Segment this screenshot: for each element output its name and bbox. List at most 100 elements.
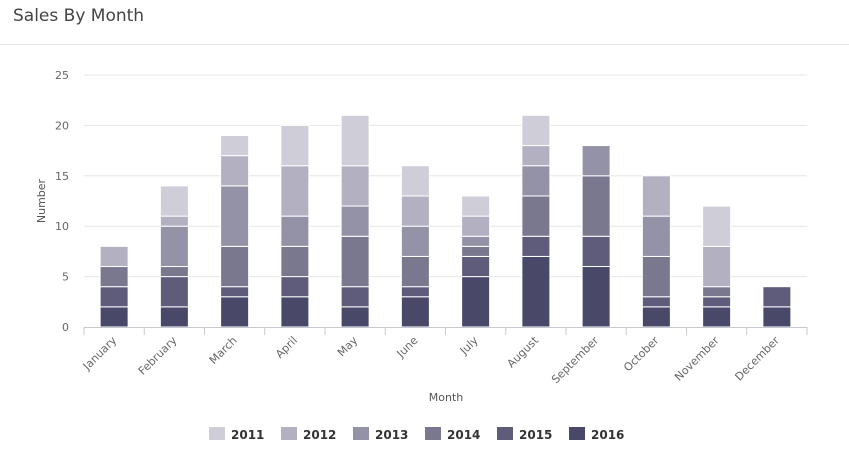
bar-segment[interactable] <box>581 145 611 177</box>
bar-segment[interactable] <box>99 245 129 268</box>
y-tick-label: 15 <box>55 170 69 183</box>
x-tick-label: July <box>457 334 481 358</box>
legend-swatch[interactable] <box>569 427 585 440</box>
y-tick-label: 25 <box>55 69 69 82</box>
y-axis-title: Number <box>35 178 48 223</box>
bar-segment[interactable] <box>159 306 189 328</box>
bar-segment[interactable] <box>581 266 611 328</box>
y-tick-label: 0 <box>62 321 69 334</box>
bar-segment[interactable] <box>702 286 732 298</box>
legend-label[interactable]: 2016 <box>591 428 624 442</box>
bar-segment[interactable] <box>340 235 370 288</box>
bar-segment[interactable] <box>641 215 671 257</box>
bar-segment[interactable] <box>461 255 491 278</box>
legend-label[interactable]: 2012 <box>303 428 336 442</box>
bar-segment[interactable] <box>521 195 551 237</box>
x-tick-label: December <box>732 334 782 384</box>
x-tick-label: October <box>621 334 662 375</box>
legend-label[interactable]: 2013 <box>375 428 408 442</box>
x-tick-label: June <box>394 334 421 361</box>
bar-segment[interactable] <box>521 114 551 147</box>
bar-segment[interactable] <box>280 296 310 328</box>
bar-segment[interactable] <box>280 165 310 217</box>
bar-segment[interactable] <box>521 235 551 257</box>
bar-segment[interactable] <box>400 255 430 288</box>
bar-segment[interactable] <box>220 134 250 157</box>
bar-segment[interactable] <box>340 165 370 207</box>
x-tick-label: November <box>672 334 722 384</box>
panel-header: Sales By Month <box>0 0 849 45</box>
bar-segment[interactable] <box>521 145 551 167</box>
bar-segment[interactable] <box>280 124 310 167</box>
y-tick-label: 10 <box>55 220 69 233</box>
y-tick-label: 20 <box>55 119 69 132</box>
bar-segment[interactable] <box>99 266 129 288</box>
legend-swatch[interactable] <box>497 427 513 440</box>
legend: 2011 2012 2013 2014 2015 2016 <box>209 427 624 442</box>
bar-segment[interactable] <box>461 235 491 247</box>
bar-segment[interactable] <box>762 286 792 308</box>
bar-segment[interactable] <box>220 185 250 247</box>
bar-segment[interactable] <box>461 245 491 257</box>
bar-segment[interactable] <box>461 215 491 237</box>
legend-swatch[interactable] <box>425 427 441 440</box>
bar-segment[interactable] <box>220 296 250 328</box>
legend-swatch[interactable] <box>353 427 369 440</box>
bar-segment[interactable] <box>280 245 310 278</box>
bar-segment[interactable] <box>99 306 129 328</box>
x-tick-label: May <box>335 334 361 360</box>
bar-segment[interactable] <box>702 245 732 288</box>
bar-segment[interactable] <box>159 185 189 217</box>
x-tick-label: March <box>207 334 240 367</box>
y-tick-label: 5 <box>62 271 69 284</box>
x-tick-label: February <box>136 334 180 378</box>
bar-segment[interactable] <box>702 306 732 328</box>
bar-segment[interactable] <box>159 266 189 278</box>
bar-segment[interactable] <box>220 286 250 298</box>
grid-lines <box>84 74 807 278</box>
legend-label[interactable]: 2015 <box>519 428 552 442</box>
bar-segment[interactable] <box>340 114 370 167</box>
legend-swatch[interactable] <box>209 427 225 440</box>
bar-segment[interactable] <box>280 215 310 247</box>
bar-segment[interactable] <box>340 306 370 328</box>
bar-segment[interactable] <box>641 255 671 298</box>
bar-segment[interactable] <box>461 195 491 217</box>
bar-segment[interactable] <box>220 245 250 288</box>
bar-segment[interactable] <box>702 205 732 247</box>
bar-segment[interactable] <box>400 225 430 257</box>
bar-segment[interactable] <box>461 276 491 328</box>
bars <box>99 114 792 328</box>
bar-segment[interactable] <box>400 286 430 298</box>
bar-segment[interactable] <box>521 255 551 328</box>
bar-segment[interactable] <box>641 296 671 308</box>
bar-segment[interactable] <box>702 296 732 308</box>
x-tick-label: September <box>549 334 602 387</box>
bar-segment[interactable] <box>159 215 189 227</box>
bar-segment[interactable] <box>99 286 129 308</box>
bar-segment[interactable] <box>220 155 250 187</box>
bar-segment[interactable] <box>581 235 611 268</box>
legend-label[interactable]: 2011 <box>231 428 264 442</box>
x-axis-title: Month <box>429 391 464 404</box>
legend-label[interactable]: 2014 <box>447 428 480 442</box>
bar-segment[interactable] <box>762 306 792 328</box>
bar-segment[interactable] <box>641 306 671 328</box>
bar-segment[interactable] <box>400 165 430 197</box>
bar-segment[interactable] <box>340 205 370 237</box>
bar-segment[interactable] <box>159 225 189 268</box>
bar-segment[interactable] <box>400 296 430 328</box>
bar-segment[interactable] <box>340 286 370 308</box>
bar-segment[interactable] <box>400 195 430 227</box>
bar-segment[interactable] <box>581 175 611 237</box>
x-tick-label: January <box>80 334 120 374</box>
x-tick-label: August <box>505 333 542 370</box>
legend-swatch[interactable] <box>281 427 297 440</box>
x-tick-label: April <box>273 334 300 361</box>
bar-segment[interactable] <box>641 175 671 217</box>
bar-segment[interactable] <box>521 165 551 197</box>
page-title: Sales By Month <box>13 6 145 26</box>
bar-segment[interactable] <box>280 276 310 298</box>
bar-segment[interactable] <box>159 276 189 308</box>
